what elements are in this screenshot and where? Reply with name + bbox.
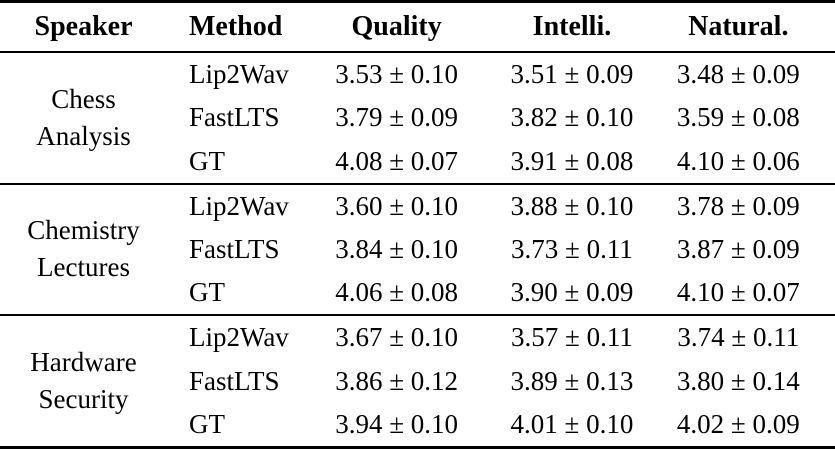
intelli-cell: 3.73 ± 0.11 (511, 233, 633, 264)
speaker-line: Chemistry (27, 215, 140, 246)
natural-cell: 4.10 ± 0.07 (659, 271, 835, 317)
speaker-cell: Chess Analysis (0, 52, 167, 185)
quality-cell: 4.06 ± 0.08 (308, 271, 485, 317)
speaker-line: Analysis (36, 120, 131, 151)
speaker-line: Hardware (30, 346, 137, 377)
natural-cell: 3.87 ± 0.09 (676, 233, 800, 264)
intelli-cell: 3.88 ± 0.10 (510, 190, 634, 221)
intelli-cell: 4.01 ± 0.10 (510, 408, 634, 439)
header-speaker: Speaker (0, 1, 167, 53)
header-quality: Quality (308, 1, 485, 53)
table-row: Hardware Security Lip2Wav 3.67 ± 0.10 3.… (0, 315, 835, 414)
table-row: FastLTS 3.86 ± 0.12 3.89 ± 0.13 3.80 ± 0… (0, 359, 835, 402)
header-intelli: Intelli. (484, 1, 660, 53)
quality-cell: 3.94 ± 0.10 (335, 408, 459, 439)
quality-cell: 3.79 ± 0.09 (335, 102, 459, 133)
natural-cell: 3.80 ± 0.14 (676, 365, 800, 396)
method-cell: Lip2Wav (189, 322, 289, 353)
intelli-cell: 3.57 ± 0.11 (511, 322, 633, 353)
speaker-line: Chess (51, 83, 116, 114)
header-natural: Natural. (659, 1, 835, 53)
table-row: Chess Analysis Lip2Wav 3.53 ± 0.10 3.51 … (0, 52, 835, 185)
header-row: Speaker Method Quality Intelli. Natural. (0, 1, 835, 53)
method-cell: GT (189, 408, 225, 439)
natural-cell: 3.78 ± 0.09 (676, 190, 800, 221)
intelli-cell: 3.82 ± 0.10 (510, 102, 634, 133)
natural-cell: 4.02 ± 0.09 (676, 408, 800, 439)
intelli-cell: 3.51 ± 0.09 (510, 59, 634, 90)
table-row: GT 3.94 ± 0.10 4.01 ± 0.10 4.02 ± 0.09 (0, 403, 835, 448)
method-cell: FastLTS (189, 233, 280, 264)
intelli-cell: 3.90 ± 0.09 (484, 271, 660, 317)
speaker-cell: Chemistry Lectures (0, 183, 167, 317)
quality-cell: 4.08 ± 0.07 (308, 139, 485, 185)
table-row: FastLTS 3.84 ± 0.10 3.73 ± 0.11 3.87 ± 0… (0, 228, 835, 271)
quality-cell: 3.84 ± 0.10 (335, 233, 459, 264)
natural-cell: 3.59 ± 0.08 (676, 102, 800, 133)
method-cell: GT (167, 271, 309, 317)
quality-cell: 3.67 ± 0.10 (335, 322, 459, 353)
speaker-cell: Hardware Security (0, 315, 167, 447)
header-method: Method (167, 1, 309, 53)
speaker-line: Lectures (37, 252, 130, 283)
natural-cell: 3.74 ± 0.11 (677, 322, 800, 353)
table-row: Chemistry Lectures Lip2Wav 3.60 ± 0.10 3… (0, 183, 835, 317)
quality-cell: 3.60 ± 0.10 (335, 190, 459, 221)
natural-cell: 3.48 ± 0.09 (676, 59, 800, 90)
quality-cell: 3.53 ± 0.10 (335, 59, 459, 90)
intelli-cell: 3.91 ± 0.08 (484, 139, 660, 185)
quality-cell: 3.86 ± 0.12 (335, 365, 459, 396)
table-row: FastLTS 3.79 ± 0.09 3.82 ± 0.10 3.59 ± 0… (0, 96, 835, 139)
method-cell: Lip2Wav (189, 59, 289, 90)
table-row: GT 4.06 ± 0.08 3.90 ± 0.09 4.10 ± 0.07 (0, 271, 835, 317)
method-cell: GT (167, 139, 309, 185)
speaker-line: Security (38, 384, 129, 415)
method-cell: FastLTS (189, 102, 280, 133)
table-row: GT 4.08 ± 0.07 3.91 ± 0.08 4.10 ± 0.06 (0, 139, 835, 185)
method-cell: Lip2Wav (189, 190, 289, 221)
intelli-cell: 3.89 ± 0.13 (510, 365, 634, 396)
natural-cell: 4.10 ± 0.06 (659, 139, 835, 185)
method-cell: FastLTS (189, 365, 280, 396)
